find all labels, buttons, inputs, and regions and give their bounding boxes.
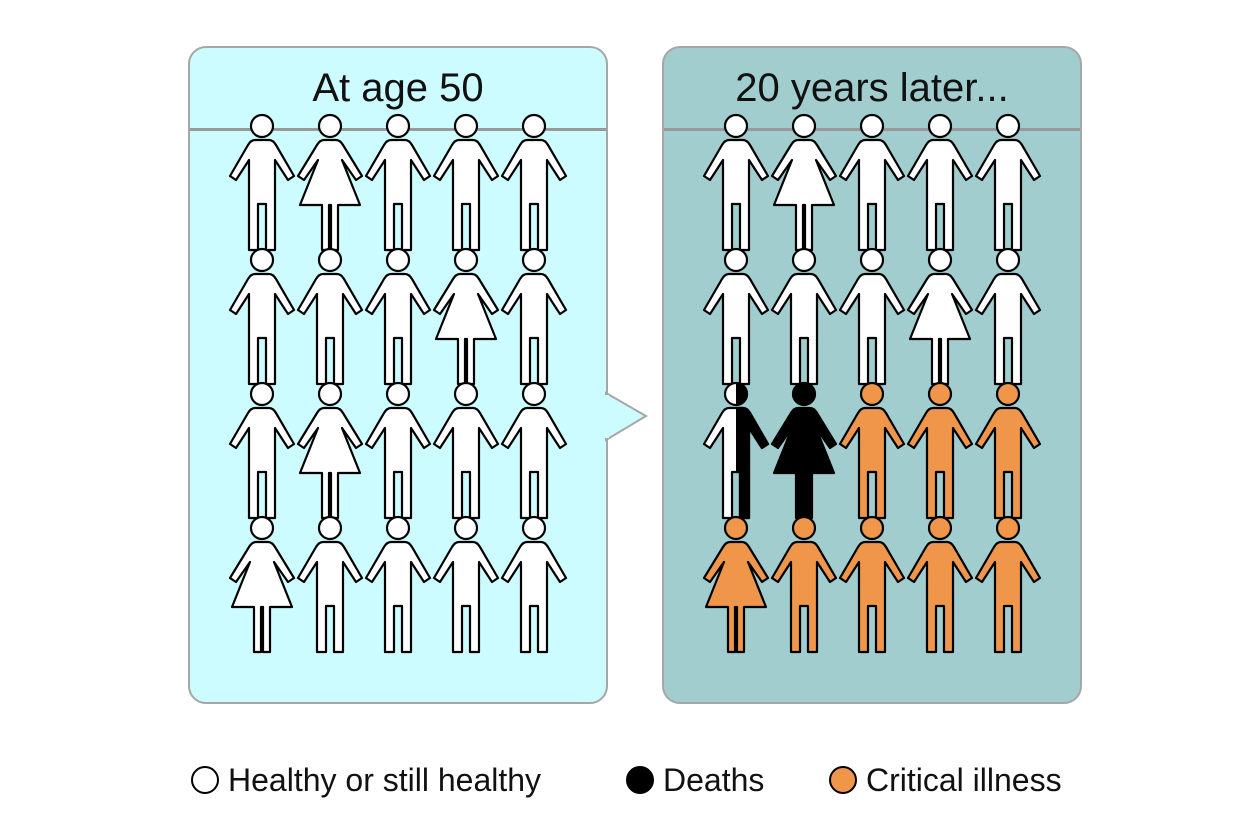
people-grid-right [702,113,1042,654]
male-person-icon [974,515,1042,654]
legend: Healthy or still healthy Deaths Critical… [0,756,1252,804]
male-person-icon [500,381,568,520]
female-person-icon [432,247,500,386]
male-person-icon [500,515,568,654]
male-person-icon [702,247,770,386]
male-person-icon [500,247,568,386]
male-person-icon [906,515,974,654]
female-person-icon [296,113,364,252]
deaths-swatch-icon [626,766,654,794]
female-person-icon [770,113,838,252]
male-person-icon [838,247,906,386]
panel-at-age-50: At age 50 [188,46,608,704]
male-person-icon [228,381,296,520]
female-person-icon [770,381,838,520]
male-person-icon [364,515,432,654]
legend-item-deaths: Deaths [626,756,764,804]
male-person-icon [770,515,838,654]
legend-item-healthy: Healthy or still healthy [191,756,541,804]
male-person-icon [974,381,1042,520]
male-person-icon [296,515,364,654]
male-person-icon [906,113,974,252]
healthy-swatch-icon [191,766,219,794]
male-person-icon [838,381,906,520]
female-person-icon [702,515,770,654]
male-person-icon [432,515,500,654]
male-person-icon [906,381,974,520]
female-person-icon [228,515,296,654]
male-person-icon [364,247,432,386]
male-person-icon [228,113,296,252]
male-person-icon [364,113,432,252]
male-person-icon [838,515,906,654]
female-person-icon [296,381,364,520]
male-person-icon [432,113,500,252]
male-person-icon [228,247,296,386]
male-person-icon [432,381,500,520]
male-person-icon [702,113,770,252]
male-person-icon [364,381,432,520]
male-person-icon [974,247,1042,386]
panel-20-years-later: 20 years later... [662,46,1082,704]
male-person-icon [974,113,1042,252]
female-person-icon [906,247,974,386]
critical-illness-swatch-icon [829,766,857,794]
people-grid-left [228,113,568,654]
male-person-icon [838,113,906,252]
legend-label: Deaths [663,761,765,798]
legend-label: Critical illness [866,761,1062,798]
male-person-icon [500,113,568,252]
legend-label: Healthy or still healthy [228,761,542,798]
male-person-icon [296,247,364,386]
male-person-icon [702,381,770,520]
male-person-icon [770,247,838,386]
legend-item-critical-illness: Critical illness [829,756,1062,804]
